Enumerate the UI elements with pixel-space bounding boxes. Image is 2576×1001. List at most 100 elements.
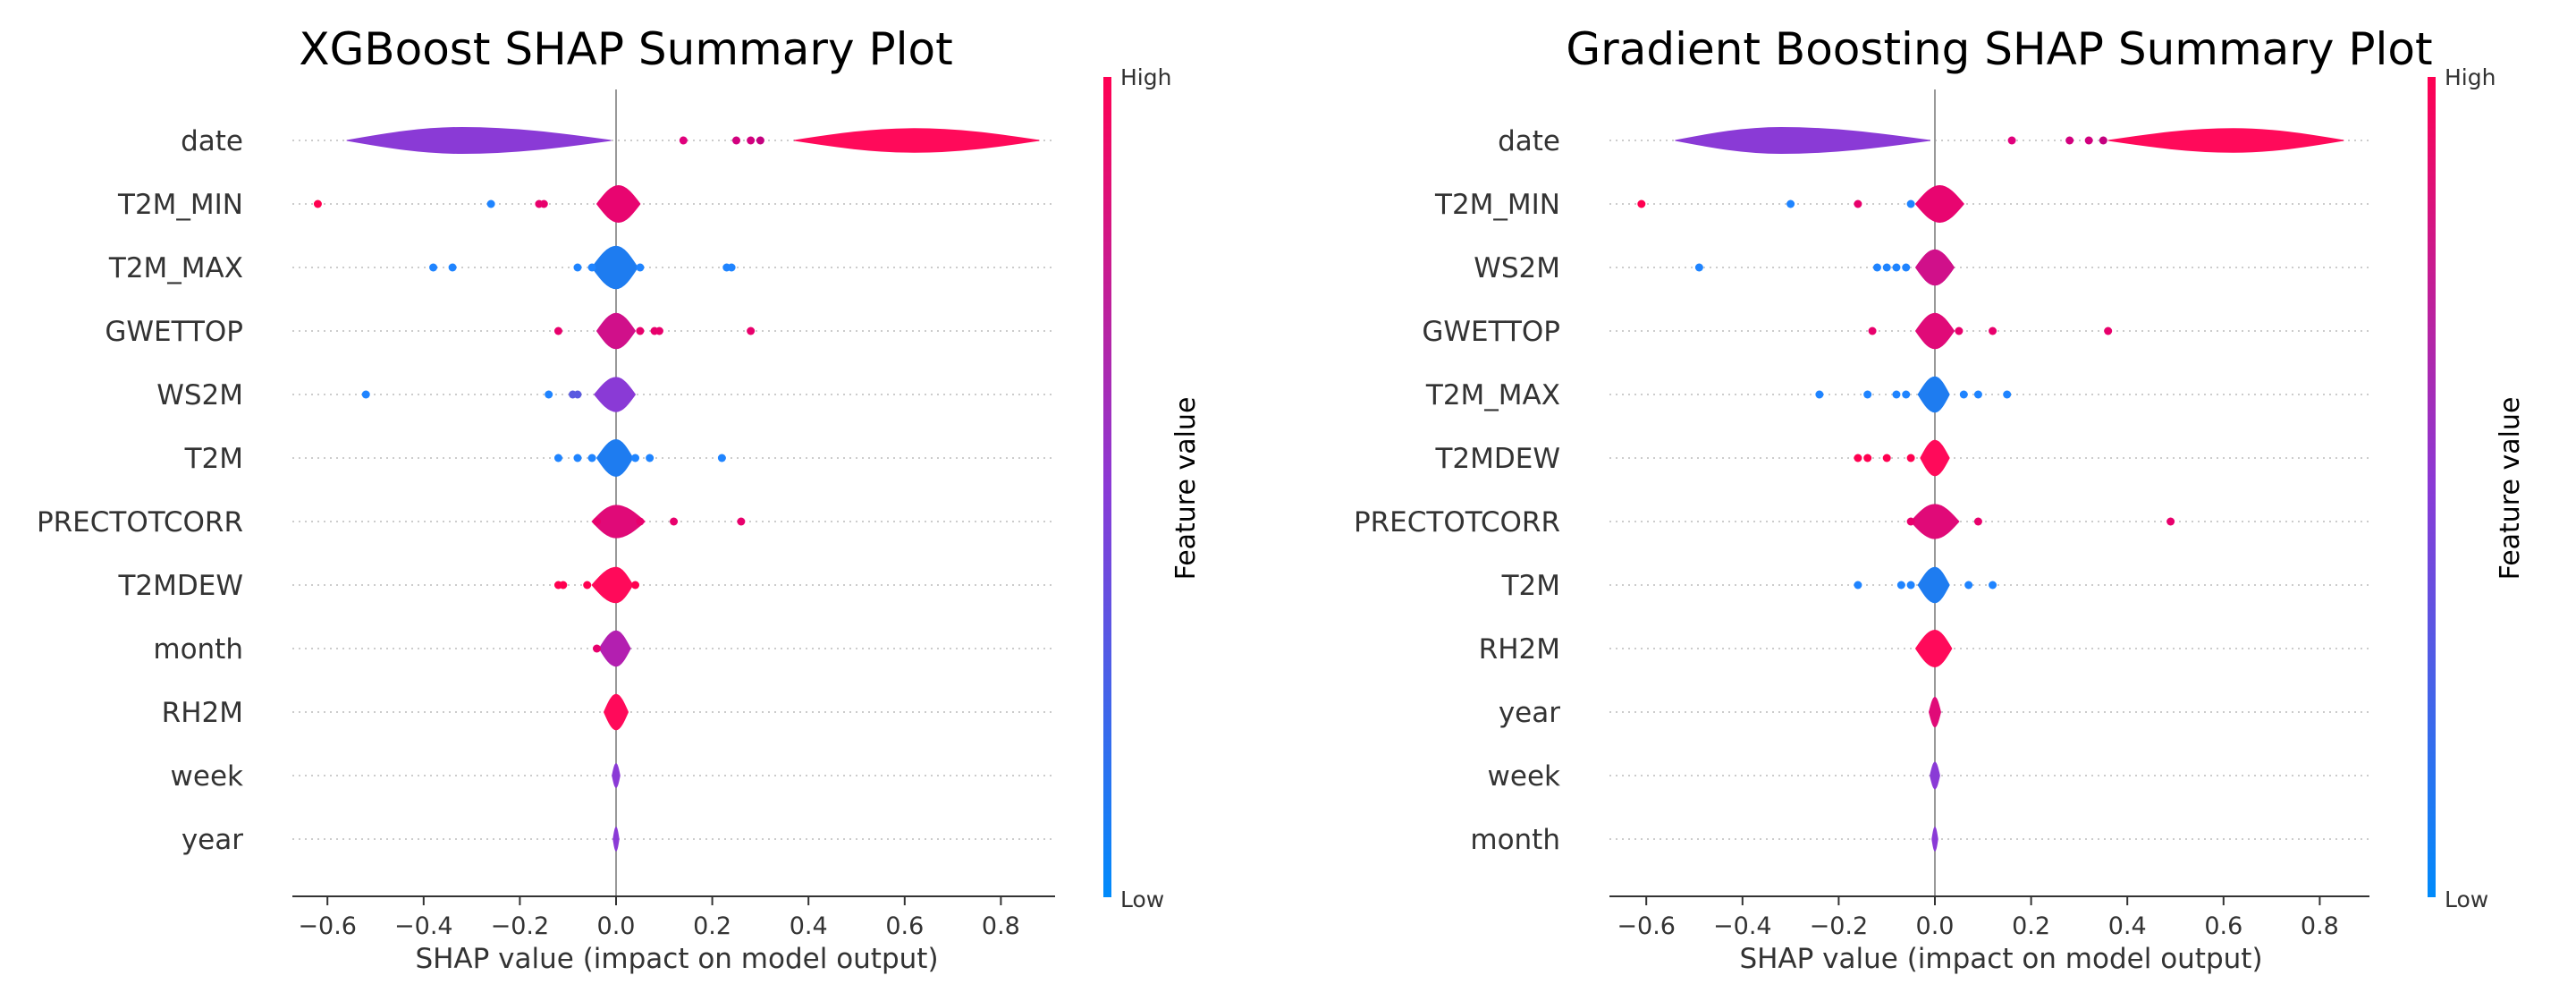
feature-label: WS2M (1474, 252, 1560, 284)
violin-shape (598, 630, 631, 667)
shap-point (1872, 263, 1881, 272)
violin-shape (1914, 312, 1955, 350)
x-axis: −0.6 −0.4 −0.2 0.0 0.2 0.4 0.6 0.8 (1609, 895, 2369, 940)
shap-point (2003, 390, 2012, 399)
shap-point (587, 454, 596, 462)
feature-label: PRECTOTCORR (1354, 506, 1560, 539)
shap-point (732, 136, 740, 145)
shap-point (756, 136, 764, 145)
shap-point (1906, 581, 1915, 590)
shap-point (636, 327, 645, 335)
shap-point (1955, 327, 1964, 335)
x-tick-label: −0.2 (1810, 912, 1869, 940)
shap-point (1989, 581, 1997, 590)
feature-label: T2M (1501, 570, 1560, 602)
shap-point (486, 199, 495, 208)
violin-shape (1930, 761, 1940, 790)
shap-point (1863, 390, 1872, 399)
violin-shape (1914, 630, 1953, 667)
shap-point (727, 263, 736, 272)
violin-shape (1931, 827, 1938, 852)
shap-point (1694, 263, 1703, 272)
feature-labels: date T2M_MIN WS2M GWETTOP T2M_MAX T2MDEW PRECT… (1354, 125, 1560, 856)
row-gridlines (292, 140, 1055, 840)
x-tick-label: 0.2 (693, 912, 731, 940)
shap-point (1902, 390, 1911, 399)
shap-point (2084, 136, 2093, 145)
shap-point (1964, 581, 1973, 590)
shap-point (592, 517, 601, 526)
point-layer (1637, 136, 2175, 590)
shap-point (361, 390, 370, 399)
violin-shape (595, 312, 637, 350)
shap-point (1854, 581, 1862, 590)
x-tick-label: −0.6 (298, 912, 357, 940)
shap-point (636, 517, 645, 526)
shap-point (646, 454, 655, 462)
gradient-boosting-shap-panel: Gradient Boosting SHAP Summary Plot date… (1354, 23, 2526, 975)
shap-point (737, 517, 746, 526)
shap-point (679, 136, 688, 145)
point-layer (313, 136, 764, 653)
violin-shape (1920, 439, 1950, 477)
row-gridlines (1609, 140, 2369, 840)
shap-point (1906, 517, 1915, 526)
violin-shape (594, 377, 637, 412)
violin-shape (1929, 696, 1941, 728)
colorbar-high-label: High (2445, 64, 2496, 90)
feature-label: year (182, 824, 243, 856)
shap-point (1882, 454, 1891, 462)
x-tick-label: 0.6 (885, 912, 924, 940)
shap-point (448, 263, 457, 272)
shap-point (631, 581, 640, 590)
violin-shape (595, 439, 634, 477)
feature-label: week (171, 760, 243, 793)
shap-point (1892, 263, 1901, 272)
x-axis-label: SHAP value (impact on model output) (415, 943, 938, 975)
shap-point (553, 327, 562, 335)
feature-label: T2MDEW (117, 570, 243, 602)
shap-point (1815, 390, 1824, 399)
shap-point (631, 454, 640, 462)
x-tick-label: 0.0 (1916, 912, 1955, 940)
shap-point (2166, 517, 2175, 526)
shap-point (1989, 327, 1997, 335)
shap-point (1786, 199, 1795, 208)
shap-point (747, 136, 756, 145)
violin-shape (612, 827, 620, 852)
shap-point (1896, 581, 1905, 590)
x-axis-label: SHAP value (impact on model output) (1739, 943, 2262, 975)
shap-point (1863, 454, 1872, 462)
shap-point (1882, 263, 1891, 272)
colorbar-low-label: Low (2445, 886, 2488, 912)
x-tick-label: 0.8 (982, 912, 1020, 940)
shap-point (429, 263, 438, 272)
violin-shape (793, 128, 1040, 153)
feature-label: GWETTOP (1422, 316, 1560, 348)
colorbar-high-label: High (1120, 64, 1171, 90)
violin-shape (1914, 185, 1964, 223)
violin-shape (604, 693, 629, 731)
panel-title: XGBoost SHAP Summary Plot (299, 23, 952, 75)
feature-label: T2M_MAX (108, 252, 243, 284)
colorbar-gradient (2428, 77, 2436, 897)
violin-shape (346, 126, 612, 155)
violin-layer (1675, 126, 2344, 852)
x-axis: −0.6 −0.4 −0.2 0.0 0.2 0.4 0.6 0.8 (292, 895, 1055, 940)
shap-point (655, 327, 663, 335)
shap-point (1854, 454, 1862, 462)
feature-label: T2M_MAX (1425, 379, 1560, 411)
shap-point (545, 390, 553, 399)
shap-point (592, 644, 601, 653)
shap-point (2007, 136, 2016, 145)
x-tick-label: −0.2 (491, 912, 550, 940)
xgboost-shap-panel: XGBoost SHAP Summary Plot date T2M_MIN T2M… (37, 23, 1202, 975)
shap-point (1973, 517, 1982, 526)
shap-point (747, 327, 756, 335)
feature-label: RH2M (1479, 633, 1560, 666)
colorbar-gradient (1103, 77, 1111, 897)
shap-point (559, 581, 568, 590)
shap-point (717, 454, 726, 462)
